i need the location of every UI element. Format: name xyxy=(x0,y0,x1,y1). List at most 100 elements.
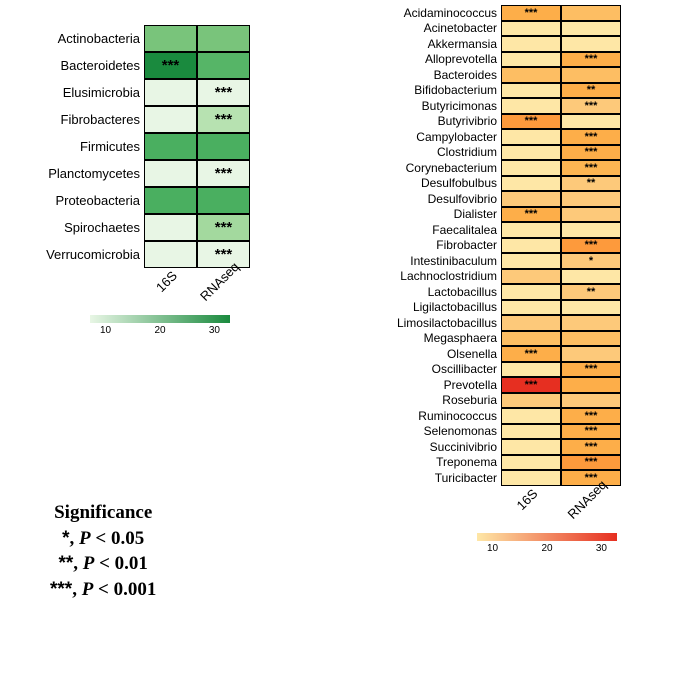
row-label: Lactobacillus xyxy=(362,286,501,298)
heatmap-cell xyxy=(144,241,197,268)
table-row: Verrucomicrobia*** xyxy=(10,241,250,268)
table-row: Roseburia xyxy=(362,393,621,409)
row-label: Clostridium xyxy=(362,146,501,158)
heatmap-cell: *** xyxy=(561,98,621,114)
table-row: Clostridium *** xyxy=(362,145,621,161)
heatmap-cell: *** xyxy=(197,214,250,241)
table-row: Desulfovibrio xyxy=(362,191,621,207)
heatmap-cell xyxy=(197,187,250,214)
heatmap-cell xyxy=(197,52,250,79)
table-row: Corynebacterium*** xyxy=(362,160,621,176)
heatmap-cell xyxy=(144,79,197,106)
heatmap-cell xyxy=(501,408,561,424)
table-row: Bacteroides xyxy=(362,67,621,83)
heatmap-left: ActinobacteriaBacteroidetes***Elusimicro… xyxy=(10,25,250,329)
heatmap-cell xyxy=(561,222,621,238)
heatmap-cell: *** xyxy=(561,439,621,455)
table-row: Selenomonas*** xyxy=(362,424,621,440)
table-row: Fibrobacteres*** xyxy=(10,106,250,133)
row-label: Lachnoclostridium xyxy=(362,270,501,282)
table-row: Ruminococcus*** xyxy=(362,408,621,424)
heatmap-cell xyxy=(144,106,197,133)
heatmap-cell xyxy=(501,98,561,114)
table-row: Planctomycetes*** xyxy=(10,160,250,187)
table-row: Olsenella*** xyxy=(362,346,621,362)
row-label: Firmicutes xyxy=(10,140,144,153)
heatmap-cell xyxy=(501,21,561,37)
table-row: Elusimicrobia *** xyxy=(10,79,250,106)
row-label: Oscillibacter xyxy=(362,363,501,375)
heatmap-cell xyxy=(501,160,561,176)
heatmap-cell xyxy=(501,83,561,99)
table-row: Campylobacter*** xyxy=(362,129,621,145)
heatmap-cell xyxy=(501,331,561,347)
heatmap-cell xyxy=(501,455,561,471)
heatmap-cell xyxy=(501,362,561,378)
table-row: Spirochaetes*** xyxy=(10,214,250,241)
heatmap-cell xyxy=(561,393,621,409)
heatmap-cell: *** xyxy=(561,145,621,161)
heatmap-cell xyxy=(501,315,561,331)
heatmap-cell xyxy=(501,269,561,285)
heatmap-cell xyxy=(561,300,621,316)
heatmap-cell xyxy=(501,67,561,83)
row-label: Alloprevotella xyxy=(362,53,501,65)
heatmap-cell: *** xyxy=(501,377,561,393)
table-row: Dialister*** xyxy=(362,207,621,223)
significance-title: Significance xyxy=(50,500,156,526)
table-row: Fibrobacter*** xyxy=(362,238,621,254)
heatmap-cell: *** xyxy=(561,238,621,254)
heatmap-cell xyxy=(501,424,561,440)
row-label: Acinetobacter xyxy=(362,22,501,34)
heatmap-cell: ** xyxy=(561,83,621,99)
heatmap-cell xyxy=(561,207,621,223)
heatmap-cell xyxy=(501,238,561,254)
colorbar-left: 10 20 30 xyxy=(90,315,250,329)
heatmap-cell xyxy=(144,214,197,241)
heatmap-cell xyxy=(501,176,561,192)
table-row: Firmicutes xyxy=(10,133,250,160)
heatmap-cell xyxy=(501,129,561,145)
table-row: Alloprevotella *** xyxy=(362,52,621,68)
cb-tick: 30 xyxy=(209,325,220,336)
table-row: Oscillibacter*** xyxy=(362,362,621,378)
table-row: Megasphaera xyxy=(362,331,621,347)
cb-tick: 10 xyxy=(487,543,498,554)
heatmap-cell: *** xyxy=(501,346,561,362)
heatmap-cell xyxy=(561,269,621,285)
heatmap-cell: *** xyxy=(501,207,561,223)
colorbar-right: 10 20 30 xyxy=(477,533,621,547)
row-label: Proteobacteria xyxy=(10,194,144,207)
row-label: Bifidobacterium xyxy=(362,84,501,96)
row-label: Olsenella xyxy=(362,348,501,360)
heatmap-cell xyxy=(561,114,621,130)
heatmap-cell: *** xyxy=(561,52,621,68)
heatmap-cell xyxy=(561,315,621,331)
x-axis-left: 16S RNAseq xyxy=(140,274,250,289)
row-label: Faecalitalea xyxy=(362,224,501,236)
heatmap-cell: *** xyxy=(561,424,621,440)
heatmap-cell: ** xyxy=(561,176,621,192)
heatmap-cell: *** xyxy=(197,241,250,268)
cb-tick: 20 xyxy=(541,543,552,554)
row-label: Planctomycetes xyxy=(10,167,144,180)
row-label: Akkermansia xyxy=(362,38,501,50)
heatmap-cell: *** xyxy=(197,79,250,106)
heatmap-cell xyxy=(197,133,250,160)
row-label: Actinobacteria xyxy=(10,32,144,45)
row-label: Prevotella xyxy=(362,379,501,391)
heatmap-cell xyxy=(144,133,197,160)
table-row: Desulfobulbus** xyxy=(362,176,621,192)
row-label: Elusimicrobia xyxy=(10,86,144,99)
heatmap-cell xyxy=(501,145,561,161)
table-row: Lactobacillus** xyxy=(362,284,621,300)
heatmap-right: Acidaminococcus***AcinetobacterAkkermans… xyxy=(362,5,621,547)
table-row: Prevotella*** xyxy=(362,377,621,393)
row-label: Treponema xyxy=(362,456,501,468)
row-label: Butyrivibrio xyxy=(362,115,501,127)
heatmap-cell xyxy=(501,222,561,238)
table-row: Ligilactobacillus xyxy=(362,300,621,316)
row-label: Desulfovibrio xyxy=(362,193,501,205)
heatmap-cell xyxy=(561,67,621,83)
heatmap-cell: *** xyxy=(501,114,561,130)
